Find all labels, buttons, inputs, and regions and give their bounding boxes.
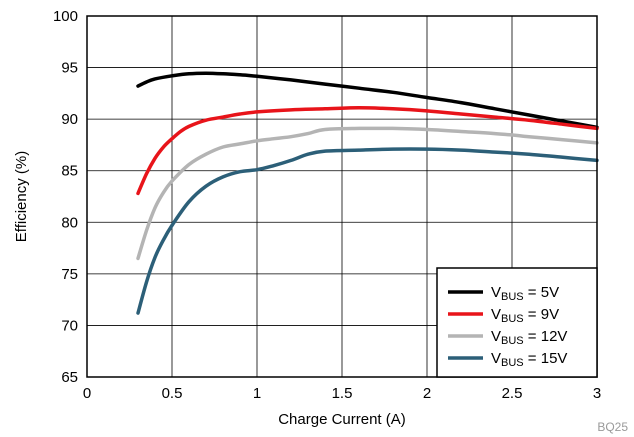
x-tick-label: 1 — [253, 385, 261, 402]
x-tick-labels: 0 0.5 1 1.5 2 2.5 3 — [83, 385, 601, 402]
y-axis-label: Efficiency (%) — [13, 151, 30, 242]
x-tick-label: 0.5 — [162, 385, 183, 402]
x-tick-label: 0 — [83, 385, 91, 402]
series-line-4 — [136, 147, 599, 315]
series-line-1 — [136, 71, 599, 130]
y-tick-label: 85 — [61, 163, 78, 180]
legend: VBUS = 5V VBUS = 9V VBUS = 12V VBUS = 15V — [436, 267, 598, 378]
x-tick-label: 2 — [423, 385, 431, 402]
x-axis-label: Charge Current (A) — [278, 411, 406, 428]
series-line-3 — [136, 126, 599, 261]
y-tick-label: 65 — [61, 369, 78, 386]
y-tick-labels: 65 70 75 80 85 90 95 100 — [53, 8, 78, 386]
legend-entry: VBUS = 12V — [491, 328, 567, 347]
y-tick-label: 80 — [61, 214, 78, 231]
legend-entry: VBUS = 9V — [491, 306, 559, 325]
plot-frame — [86, 15, 598, 378]
y-tick-label: 75 — [61, 266, 78, 283]
x-tick-label: 1.5 — [332, 385, 353, 402]
y-tick-label: 90 — [61, 111, 78, 128]
y-tick-label: 95 — [61, 60, 78, 77]
legend-entry: VBUS = 15V — [491, 350, 567, 369]
series-line-2 — [136, 106, 599, 196]
y-tick-label: 100 — [53, 8, 78, 25]
series-curves — [136, 71, 599, 315]
x-tick-label: 3 — [593, 385, 601, 402]
corner-label: BQ25 — [597, 420, 628, 434]
y-tick-label: 70 — [61, 317, 78, 334]
legend-entry: VBUS = 5V — [491, 284, 559, 303]
x-tick-label: 2.5 — [502, 385, 523, 402]
